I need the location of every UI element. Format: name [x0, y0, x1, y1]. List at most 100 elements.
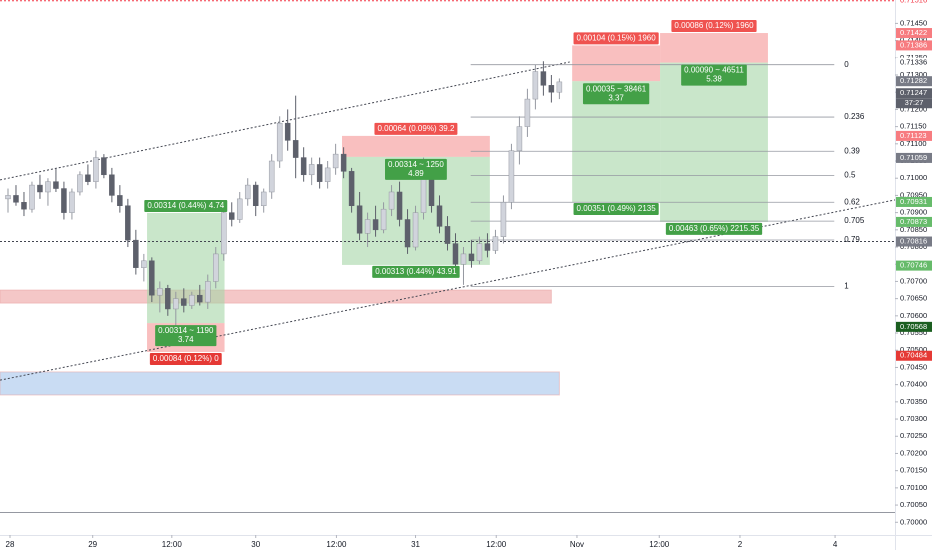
- label-text: 0.00313 (0.44%) 43.91: [375, 267, 457, 276]
- position-label: 0.00064 (0.09%) 39.2: [374, 122, 458, 135]
- candle-body: [236, 198, 243, 220]
- y-tick-label: 0.70350: [900, 397, 927, 406]
- label-text: 0.00351 (0.49%) 2135: [577, 204, 657, 213]
- price-tag-label: 0.70484: [900, 351, 927, 360]
- candle-body: [444, 226, 451, 244]
- label-text: 3.74: [178, 335, 194, 344]
- position-label: 0.00313 (0.44%) 43.91: [372, 265, 460, 278]
- candle-body: [516, 126, 523, 151]
- candle-body: [532, 71, 539, 100]
- fib-label: 1: [844, 282, 849, 291]
- candle-body: [492, 236, 499, 251]
- candle-body: [53, 181, 59, 189]
- x-tick-label: 31: [411, 540, 420, 549]
- y-tick-label: 0.70600: [900, 311, 927, 320]
- fib-label: 0.705: [844, 216, 865, 225]
- position-label: 0.00086 (0.12%) 1960: [671, 20, 757, 33]
- y-tick-label: 0.71200: [900, 104, 927, 113]
- candle-body: [117, 195, 123, 206]
- y-tick-label: 0.70200: [900, 448, 927, 457]
- price-tag-label: 0.71336: [900, 58, 927, 67]
- candle-body: [157, 288, 163, 296]
- label-text: 5.38: [706, 75, 722, 84]
- fib-label: 0.5: [844, 171, 856, 180]
- price-tag-label: 0.70931: [900, 197, 927, 206]
- candle-body: [396, 191, 403, 220]
- fib-label: 0.62: [844, 197, 860, 206]
- price-tag: [896, 236, 932, 247]
- label-bg: [144, 199, 228, 212]
- price-tag: [896, 40, 932, 51]
- price-tag: [896, 0, 932, 6]
- label-text: 4.89: [408, 169, 424, 178]
- stop-zone: [660, 33, 768, 63]
- price-tag-label: 0.70568: [900, 322, 927, 331]
- candle-body: [508, 150, 515, 203]
- candle-body: [460, 253, 467, 265]
- y-tick-label: 0.70400: [900, 380, 927, 389]
- price-tag: [896, 216, 932, 227]
- candle-body: [476, 243, 483, 262]
- candle-body: [149, 260, 155, 296]
- candle-body: [260, 191, 267, 206]
- candle-body: [228, 212, 235, 220]
- candle-body: [101, 157, 107, 176]
- y-tick-label: 0.70900: [900, 208, 927, 217]
- candle-body: [316, 164, 323, 182]
- label-bg: [374, 122, 458, 135]
- candle-body: [93, 157, 99, 182]
- candle-body: [332, 153, 339, 169]
- candle-body: [197, 294, 203, 303]
- stop-zone: [342, 135, 490, 157]
- candle-body: [189, 294, 195, 306]
- candle-body: [372, 219, 379, 231]
- fib-label: 0.39: [844, 146, 860, 155]
- candle-body: [348, 171, 355, 206]
- y-tick-label: 0.70550: [900, 328, 927, 337]
- price-tag-label: 0.71422: [900, 28, 927, 37]
- label-bg: [149, 352, 222, 365]
- price-tag: [896, 28, 932, 39]
- label-text: 3.37: [608, 93, 624, 102]
- candle-body: [524, 98, 531, 127]
- x-tick-label: 29: [88, 540, 97, 549]
- y-tick-label: 0.70450: [900, 362, 927, 371]
- price-tag-label: 0.71386: [900, 40, 927, 49]
- y-tick-label: 0.71450: [900, 18, 927, 27]
- zone: [0, 289, 552, 304]
- y-tick-label: 0.71100: [900, 139, 927, 148]
- fib-label: 0.79: [844, 235, 860, 244]
- price-tag-label: 0.70746: [900, 261, 927, 270]
- candle-body: [252, 184, 259, 206]
- candle-body: [61, 188, 67, 213]
- label-bg: [671, 20, 757, 33]
- candle-body: [412, 212, 419, 248]
- y-tick-label: 0.71350: [900, 53, 927, 62]
- label-text: 0.00314 (0.44%) 4.74: [147, 201, 224, 210]
- candle-body: [173, 298, 179, 310]
- candle-body: [165, 288, 171, 310]
- position-label: 0.00463 (0.65%) 2215.35: [665, 222, 763, 235]
- label-bg: [385, 158, 447, 180]
- candle-body: [292, 140, 299, 158]
- position-label: 0.00314 (0.44%) 4.74: [144, 199, 228, 212]
- position-label: 0.00084 (0.12%) 0: [149, 352, 222, 365]
- candle-body: [404, 219, 411, 248]
- label-bg: [573, 32, 659, 45]
- y-tick-label: 0.70150: [900, 466, 927, 475]
- price-tag: [896, 76, 932, 87]
- label-bg: [573, 202, 659, 215]
- fib-label: 0: [844, 60, 849, 69]
- candle-body: [556, 81, 563, 93]
- price-tag: [896, 152, 932, 163]
- y-tick-label: 0.71300: [900, 70, 927, 79]
- y-tick-label: 0.70850: [900, 225, 927, 234]
- label-bg: [681, 64, 747, 86]
- candle-body: [45, 181, 51, 193]
- x-tick-label: 12:00: [326, 540, 347, 549]
- label-text: 0.00090 ~ 46511: [684, 66, 744, 75]
